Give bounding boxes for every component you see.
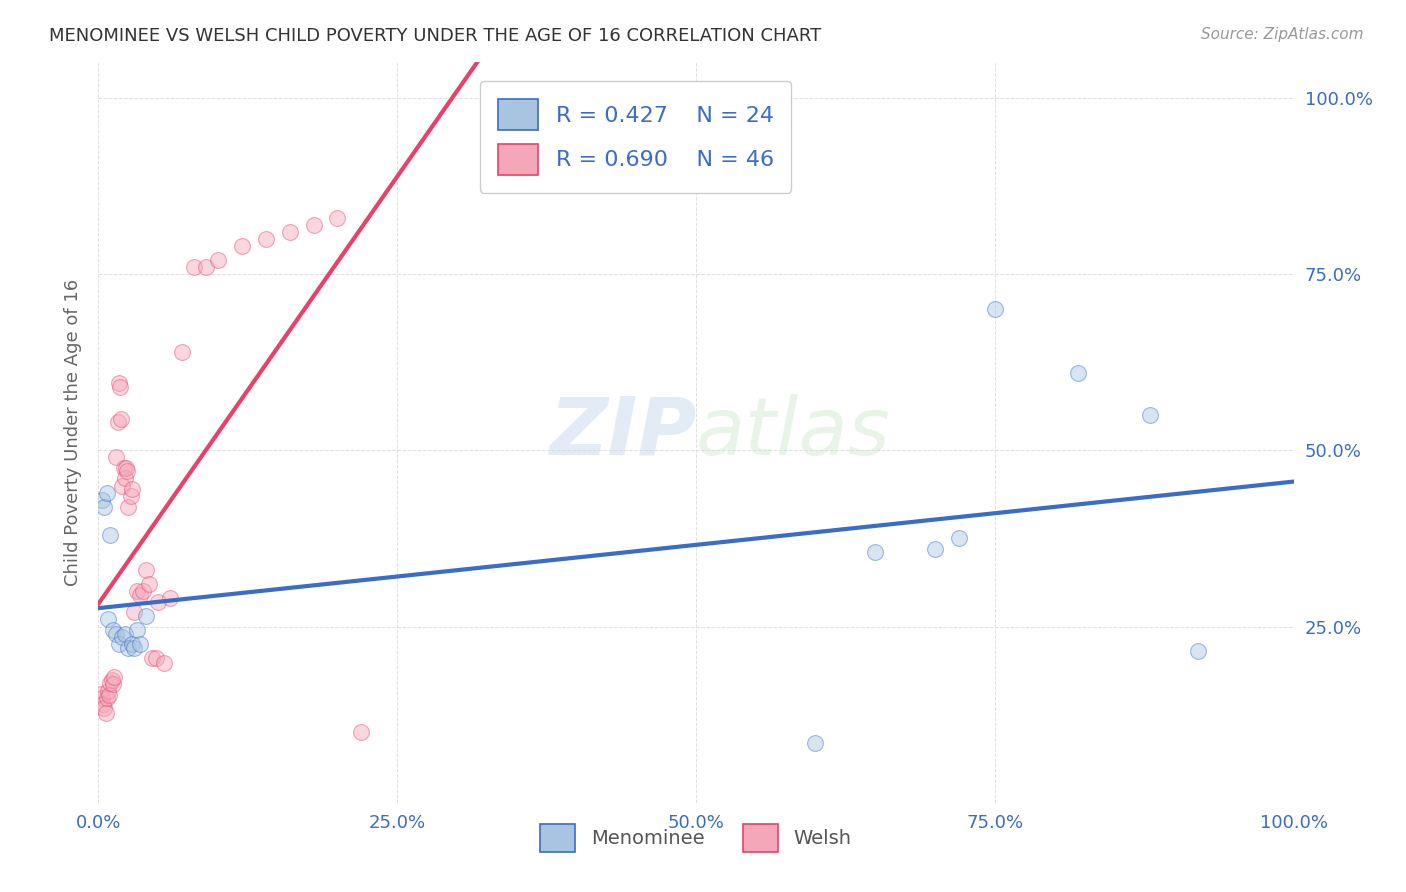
Point (948, 532, 970, 546)
Point (111, 630, 134, 644)
Text: MENOMINEE VS WELSH CHILD POVERTY UNDER THE AGE OF 16 CORRELATION CHART: MENOMINEE VS WELSH CHILD POVERTY UNDER T… (49, 27, 821, 45)
Point (159, 591, 181, 606)
Point (278, 225, 301, 239)
Point (107, 376, 129, 391)
Point (924, 541, 946, 556)
Point (96, 691, 118, 706)
Point (97, 684, 120, 698)
Point (107, 415, 129, 429)
Point (148, 595, 170, 609)
Point (93, 700, 115, 714)
Point (254, 232, 277, 246)
Point (107, 637, 129, 651)
Point (207, 252, 229, 267)
Point (125, 623, 148, 637)
Point (96, 485, 118, 500)
Point (108, 380, 131, 394)
Point (115, 464, 138, 478)
Point (141, 651, 163, 665)
Point (91, 697, 114, 711)
Point (1187, 644, 1209, 658)
Point (117, 640, 139, 655)
Point (129, 588, 152, 602)
Point (804, 736, 827, 750)
Point (115, 461, 138, 475)
Point (98, 688, 121, 702)
Point (90, 686, 112, 700)
Point (135, 563, 157, 577)
Point (135, 609, 157, 624)
Point (1139, 408, 1161, 422)
Y-axis label: Child Poverty Under the Age of 16: Child Poverty Under the Age of 16 (63, 279, 82, 586)
Point (131, 584, 153, 599)
Point (183, 260, 205, 274)
Point (105, 626, 128, 640)
Point (114, 626, 136, 640)
Point (350, 725, 373, 739)
Point (145, 651, 167, 665)
Point (91, 492, 114, 507)
Point (100, 673, 122, 687)
Point (120, 489, 142, 503)
Point (302, 218, 325, 232)
Point (114, 471, 136, 485)
Point (91, 691, 114, 706)
Point (124, 606, 146, 620)
Point (94, 706, 117, 720)
Point (110, 411, 132, 425)
Point (172, 344, 194, 359)
Text: Source: ZipAtlas.com: Source: ZipAtlas.com (1201, 27, 1364, 42)
Point (101, 677, 124, 691)
Text: atlas: atlas (696, 393, 891, 472)
Point (117, 500, 139, 514)
Point (98, 676, 122, 690)
Point (101, 623, 124, 637)
Point (195, 260, 218, 274)
Text: ZIP: ZIP (548, 393, 696, 472)
Legend: Menominee, Welsh: Menominee, Welsh (533, 817, 859, 860)
Point (124, 640, 146, 655)
Point (231, 239, 253, 253)
Point (112, 461, 135, 475)
Point (984, 302, 1007, 317)
Point (326, 211, 349, 225)
Point (121, 637, 143, 651)
Point (865, 545, 887, 559)
Point (153, 656, 176, 670)
Point (138, 577, 160, 591)
Point (125, 584, 148, 599)
Point (1067, 366, 1090, 380)
Point (97, 612, 120, 626)
Point (129, 637, 152, 651)
Point (121, 482, 143, 496)
Point (105, 450, 128, 465)
Point (93, 500, 115, 514)
Point (103, 670, 125, 684)
Point (98, 528, 122, 542)
Point (111, 478, 134, 492)
